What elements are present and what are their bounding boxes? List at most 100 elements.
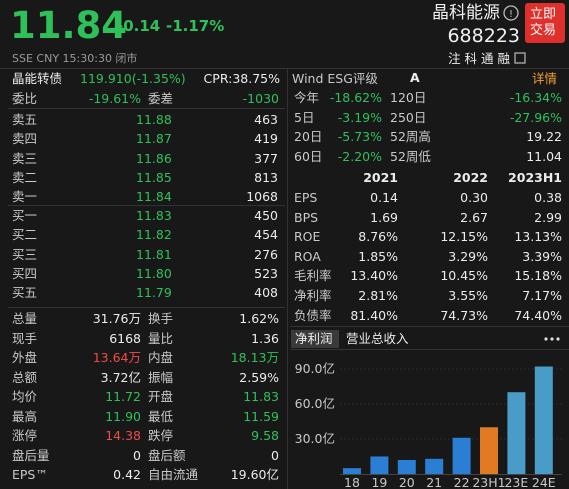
fin-value: 3.39% — [522, 248, 562, 264]
x-tick-label: 19 — [371, 475, 388, 489]
perf-value: 11.04 — [526, 148, 562, 164]
order-price: 11.86 — [136, 150, 172, 166]
order-price: 11.83 — [136, 208, 172, 223]
tab[interactable]: 净利润 — [295, 331, 333, 346]
esg-rating: A — [410, 70, 420, 85]
stat-label: 量比 — [148, 330, 174, 346]
fin-value: 0.14 — [370, 190, 398, 205]
stat-value: 0.42 — [113, 467, 141, 482]
bond-label: 晶能转债 — [12, 71, 63, 86]
fin-value: 7.17% — [522, 288, 562, 303]
stat-value: 0 — [271, 447, 279, 463]
bar — [343, 468, 361, 474]
market-info: SSE CNY 15:30:30 闭市 — [12, 52, 138, 65]
change: -0.14 — [117, 17, 161, 35]
value: -1030 — [242, 91, 279, 106]
stat-value: 6168 — [109, 330, 141, 346]
stat-value: 11.72 — [105, 389, 141, 404]
fin-value: 2.81% — [358, 288, 398, 303]
perf-value: -27.96% — [509, 109, 562, 125]
fin-column: 2021 — [363, 170, 398, 185]
fin-value: 74.73% — [440, 307, 488, 323]
more-dot[interactable] — [544, 337, 548, 341]
bar — [370, 456, 389, 474]
stat-label: 自由流通 — [148, 467, 199, 482]
order-label: 买四 — [12, 265, 38, 281]
tag-icon[interactable] — [514, 52, 526, 64]
more-dot — [550, 337, 554, 341]
fin-label: ROE — [294, 229, 321, 245]
fin-label: 毛利率 — [294, 268, 332, 284]
fin-label: EPS — [294, 190, 318, 205]
stat-value: 18.13万 — [230, 350, 279, 365]
fin-label: 净利率 — [294, 288, 332, 303]
order-price: 11.87 — [136, 131, 172, 147]
perf-label: 5日 — [294, 109, 315, 125]
order-volume: 377 — [254, 150, 278, 166]
order-price: 11.82 — [136, 227, 172, 243]
order-price: 11.84 — [136, 189, 172, 205]
fin-value: 2.67 — [460, 209, 488, 225]
bar — [507, 392, 526, 474]
stat-value: 13.64万 — [92, 350, 141, 365]
stat-value: 9.58 — [251, 428, 279, 443]
fin-label: 负债率 — [294, 307, 332, 323]
x-tick-label: 24E — [531, 475, 556, 489]
x-tick-label: 21 — [426, 475, 443, 489]
stat-label: EPS™ — [12, 467, 48, 482]
order-volume: 813 — [254, 169, 278, 185]
bar — [425, 458, 444, 474]
tab[interactable]: 营业总收入 — [346, 331, 409, 346]
stat-label: 开盘 — [148, 389, 174, 404]
order-label: 卖四 — [12, 131, 38, 147]
perf-value: -18.62% — [329, 90, 382, 105]
value: -19.61% — [88, 91, 141, 106]
order-volume: 450 — [254, 208, 278, 223]
fin-value: 8.76% — [358, 229, 398, 245]
perf-label: 60日 — [294, 148, 323, 164]
x-tick-label: 18 — [344, 475, 360, 489]
label: 委比 — [12, 91, 38, 106]
fin-value: 13.13% — [514, 229, 562, 245]
fin-value: 12.15% — [440, 229, 488, 245]
fin-value: 1.69 — [370, 209, 398, 225]
stat-label: 跌停 — [148, 428, 174, 443]
stat-value: 0 — [133, 447, 141, 463]
stat-label: 盘后量 — [12, 447, 50, 463]
order-label: 卖一 — [12, 189, 38, 205]
stat-value: 14.38 — [105, 428, 141, 443]
fin-value: 3.29% — [448, 248, 488, 264]
trade-button-text: 交易 — [530, 23, 557, 38]
fin-column: 2023H1 — [508, 170, 562, 185]
stat-label: 总量 — [12, 311, 38, 326]
tags: 注 科 通 融 — [448, 51, 510, 66]
perf-value: -3.19% — [337, 109, 382, 125]
perf-value: -2.20% — [337, 148, 382, 164]
perf-value: -5.73% — [337, 129, 382, 144]
fin-label: BPS — [294, 209, 319, 225]
order-volume: 454 — [254, 227, 278, 243]
y-tick-label: 60.0亿 — [294, 395, 335, 411]
change-pct: -1.17% — [166, 17, 225, 35]
more-dot — [556, 337, 560, 341]
perf-label: 120日 — [390, 90, 427, 105]
stock-name: 晶科能源 — [432, 3, 500, 23]
perf-value: -16.34% — [509, 90, 562, 105]
stat-value: 11.59 — [243, 408, 279, 424]
cpr: CPR:38.75% — [203, 71, 280, 86]
stat-label: 盘后额 — [148, 447, 186, 463]
x-tick-label: 20 — [398, 475, 415, 489]
trade-button-text: 立即 — [530, 7, 557, 22]
info-icon-i: ! — [509, 9, 513, 20]
perf-label: 52周低 — [390, 148, 431, 164]
info-icon[interactable] — [503, 5, 519, 21]
perf-label: 52周高 — [390, 129, 431, 144]
trade-button[interactable] — [525, 3, 565, 43]
esg-link[interactable]: 详情 — [532, 71, 558, 86]
stat-value: 3.72亿 — [100, 369, 141, 385]
fin-value: 74.40% — [514, 307, 562, 323]
y-tick-label: 90.0亿 — [294, 360, 335, 376]
order-volume: 463 — [254, 112, 278, 127]
order-volume: 419 — [254, 131, 278, 147]
